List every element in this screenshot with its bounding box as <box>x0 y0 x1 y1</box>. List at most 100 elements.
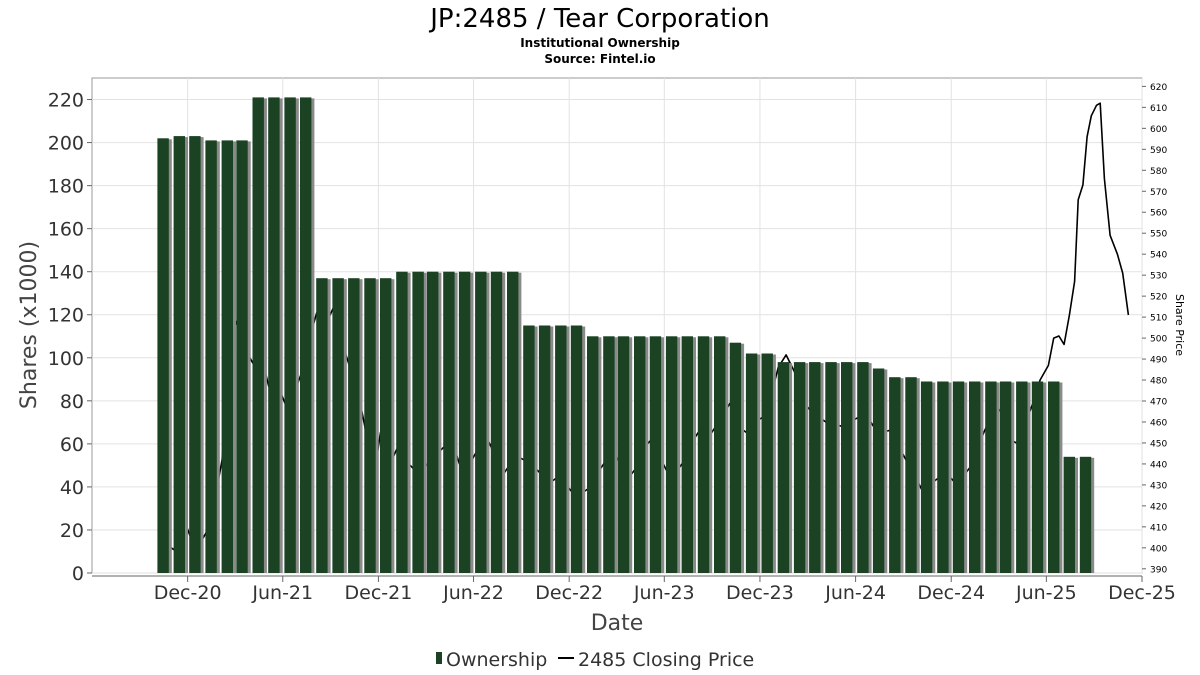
y2-tick-label: 590 <box>1150 146 1167 156</box>
ownership-bars <box>157 97 1095 574</box>
ownership-bar <box>205 140 217 573</box>
y2-tick-label: 530 <box>1150 272 1167 282</box>
y2-tick-label: 550 <box>1150 230 1167 240</box>
y-tick-label: 80 <box>60 391 84 413</box>
ownership-bar <box>905 377 917 573</box>
y2-tick-label: 410 <box>1150 523 1167 533</box>
ownership-bar <box>665 336 678 573</box>
ownership-bar <box>889 377 901 573</box>
ownership-bar <box>252 97 264 574</box>
ownership-bar <box>969 381 981 573</box>
ownership-bar <box>697 336 710 573</box>
ownership-bar <box>681 336 693 573</box>
ownership-bar <box>157 138 169 574</box>
y-tick-label: 100 <box>48 348 84 370</box>
y-tick-label: 20 <box>60 520 84 542</box>
ownership-bar <box>999 381 1012 573</box>
chart-subtitle: Institutional Ownership <box>520 36 680 50</box>
ownership-bar <box>189 136 201 573</box>
ownership-bar <box>1031 381 1044 573</box>
ownership-bar <box>937 381 949 573</box>
ownership-bar <box>284 97 296 574</box>
ownership-bar <box>841 362 853 573</box>
ownership-bar <box>236 140 248 573</box>
ownership-bar <box>380 278 392 573</box>
x-tick-label: Jun-23 <box>633 582 695 604</box>
y-tick-label: 140 <box>48 262 84 284</box>
ownership-bar <box>316 278 328 573</box>
y2-tick-label: 450 <box>1150 439 1167 449</box>
ownership-bar <box>490 271 503 573</box>
x-tick-label: Jun-24 <box>824 582 886 604</box>
ownership-bar <box>985 381 997 573</box>
x-tick-label: Dec-21 <box>345 582 413 604</box>
legend-ownership-label: Ownership <box>446 649 547 671</box>
ownership-bar <box>1016 381 1028 573</box>
ownership-bar <box>1048 381 1060 573</box>
ownership-bar <box>952 381 965 573</box>
y2-tick-label: 600 <box>1150 125 1167 135</box>
y2-tick-label: 460 <box>1150 418 1167 428</box>
y2-tick-label: 470 <box>1150 398 1167 408</box>
ownership-bar <box>475 271 487 573</box>
y-tick-label: 0 <box>72 563 84 585</box>
ownership-bar <box>714 336 726 573</box>
axes: 0 20 40 60 80 100 120 140 160 180 200 220 390 400 410 4… <box>48 83 1176 604</box>
x-tick-label: Dec-22 <box>535 582 603 604</box>
ownership-bar <box>872 368 885 573</box>
x-tick-label: Jun-21 <box>251 582 313 604</box>
x-tick-label: Jun-22 <box>442 582 504 604</box>
ownership-bar <box>809 362 821 573</box>
ownership-bar <box>555 325 567 573</box>
ownership-bar <box>173 136 185 573</box>
y-tick-label: 120 <box>48 305 84 327</box>
legend-price-label: 2485 Closing Price <box>578 649 754 671</box>
y2-tick-label: 430 <box>1150 481 1167 491</box>
ownership-bar <box>396 271 408 573</box>
x-tick-label: Dec-24 <box>917 582 985 604</box>
y2-tick-label: 420 <box>1150 502 1167 512</box>
chart-source: Source: Fintel.io <box>544 52 655 66</box>
y2-tick-label: 510 <box>1150 314 1167 324</box>
ownership-bar <box>221 140 233 573</box>
ownership-bar <box>412 271 424 573</box>
y-tick-label: 160 <box>48 219 84 241</box>
ownership-bar <box>523 325 535 573</box>
ownership-bar <box>507 271 519 573</box>
y-tick-label: 60 <box>60 434 84 456</box>
ownership-bar <box>777 362 790 573</box>
ownership-bar <box>634 336 646 573</box>
y2-tick-label: 490 <box>1150 356 1167 366</box>
x-tick-label: Jun-25 <box>1015 582 1077 604</box>
x-tick-label: Dec-25 <box>1108 582 1176 604</box>
ownership-bar <box>570 325 583 573</box>
legend-ownership-swatch <box>436 652 442 664</box>
ownership-bar <box>1063 456 1075 573</box>
y-axis-label: Shares (x1000) <box>17 241 42 409</box>
y2-tick-label: 610 <box>1150 104 1167 114</box>
ownership-bar <box>603 336 615 573</box>
ownership-bar <box>617 336 630 573</box>
y2-tick-label: 440 <box>1150 460 1167 470</box>
ownership-bar <box>348 278 360 573</box>
ownership-bar <box>587 336 599 573</box>
y2-tick-label: 540 <box>1150 251 1167 261</box>
x-tick-label: Dec-20 <box>154 582 222 604</box>
y-tick-label: 200 <box>48 133 84 155</box>
ownership-bar <box>825 362 837 573</box>
y2-tick-label: 580 <box>1150 167 1167 177</box>
ownership-bar <box>538 325 551 573</box>
ownership-bar <box>761 353 773 573</box>
y-tick-label: 40 <box>60 477 84 499</box>
ownership-bar <box>268 97 280 574</box>
y2-tick-label: 560 <box>1150 209 1167 219</box>
y-tick-label: 180 <box>48 176 84 198</box>
ownership-bar <box>458 271 471 573</box>
y2-tick-label: 500 <box>1150 335 1167 345</box>
ownership-bar <box>649 336 662 573</box>
ownership-bar <box>745 353 758 573</box>
y2-tick-label: 520 <box>1150 293 1167 303</box>
ownership-bar <box>729 342 742 573</box>
ownership-bar <box>364 278 376 573</box>
y2-axis-label: Share Price <box>1173 294 1186 356</box>
